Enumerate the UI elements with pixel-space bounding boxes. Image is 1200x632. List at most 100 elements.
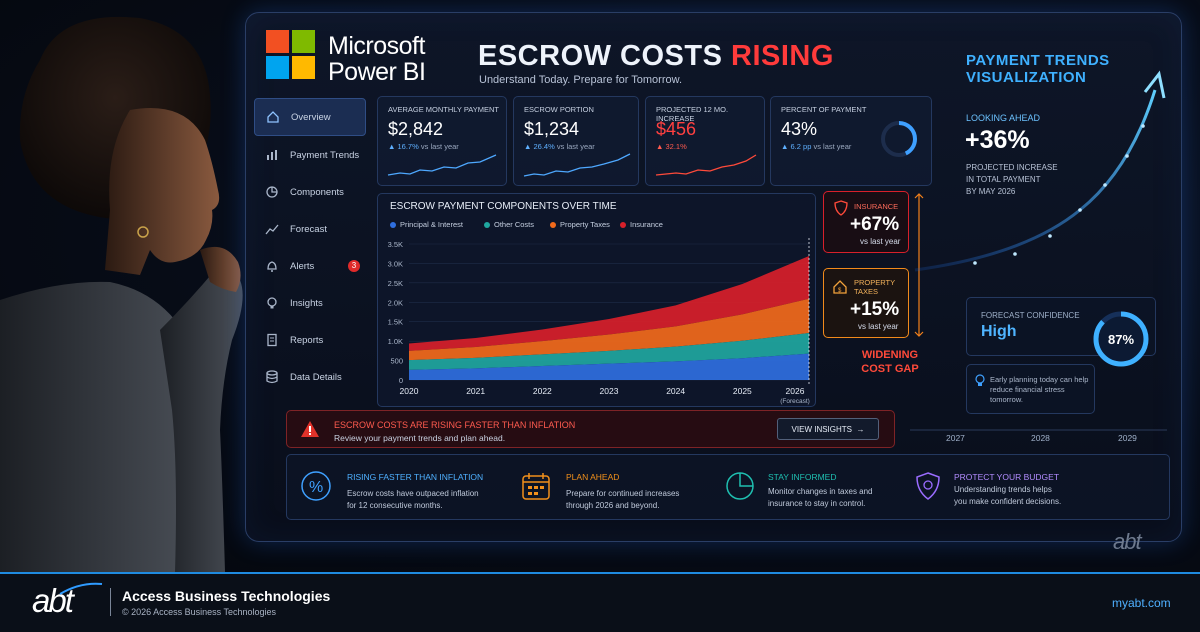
lightbulb-icon — [975, 374, 985, 386]
abt-watermark: abt — [1113, 529, 1142, 554]
home-icon — [265, 109, 281, 125]
percent-icon: % — [301, 471, 331, 501]
sidebar-item-label: Reports — [290, 334, 324, 346]
kpi-change: ▲ 32.1% — [656, 142, 687, 151]
website-link[interactable]: myabt.com — [1112, 596, 1171, 610]
area-series-insurance — [409, 256, 809, 351]
copyright-text: © 2026 Access Business Technologies — [122, 607, 277, 617]
sidebar-item-components[interactable]: Components — [254, 174, 366, 210]
x-tick-label: 2026 — [786, 386, 805, 396]
y-tick-label: 500 — [390, 357, 403, 366]
shield-icon — [916, 472, 940, 500]
insurance-callout: Insurance +67% vs last year — [823, 191, 909, 253]
kpi-value: $2,842 — [388, 119, 444, 139]
y-tick-label: 1.5K — [388, 318, 403, 327]
kpi-label: Percent of Payment — [781, 105, 867, 114]
callout-sub: vs last year — [860, 237, 901, 246]
sidebar-item-data-details[interactable]: Data Details — [254, 359, 366, 395]
house-icon: $ — [833, 280, 847, 294]
y-tick-label: 2.5K — [388, 279, 403, 288]
footer-bar — [0, 572, 1200, 632]
kpi-label: Projected 12 Mo. Increase — [656, 105, 729, 123]
looking-ahead-value: +36% — [965, 126, 1030, 154]
sidebar-item-label: Forecast — [290, 223, 327, 235]
kpi-change: ▲ 6.2 pp vs last year — [781, 142, 852, 151]
y-tick-label: 1.0K — [388, 337, 403, 346]
kpi-change: ▲ 26.4% vs last year — [524, 142, 595, 151]
kpi-card-projected-increase[interactable]: Projected 12 Mo. Increase $456 ▲ 32.1% — [645, 96, 765, 186]
lightbulb-icon — [264, 295, 280, 311]
kpi-label: Average Monthly Payment — [388, 105, 499, 114]
sidebar-item-reports[interactable]: Reports — [254, 322, 366, 358]
legend-item: Property Taxes — [550, 220, 610, 229]
tip-description: Escrow costs have outpaced inflation for … — [347, 489, 479, 510]
sidebar-item-alerts[interactable]: Alerts 3 — [254, 248, 366, 284]
alert-subtitle: Review your payment trends and plan ahea… — [334, 433, 506, 443]
forecast-note: (Forecast) — [780, 398, 810, 405]
kpi-sparkline — [523, 153, 631, 177]
tip-title: Plan Ahead — [566, 472, 620, 482]
year-label: 2027 — [946, 433, 965, 443]
area-series-other-costs — [409, 332, 809, 370]
inflation-alert-bar — [286, 410, 895, 448]
early-planning-text: Early planning today can help reduce fin… — [990, 375, 1089, 404]
x-tick-label: 2024 — [666, 386, 685, 396]
brand-powerbi: Power BI — [328, 58, 426, 86]
tip-title: Protect Your Budget — [954, 472, 1060, 482]
abt-logo: abt — [32, 582, 74, 619]
alert-count-badge: 3 — [348, 260, 360, 272]
kpi-card-avg-payment[interactable]: Average Monthly Payment $2,842 ▲ 16.7% v… — [377, 96, 507, 186]
kpi-label: Escrow Portion — [524, 105, 594, 114]
y-tick-label: 3.5K — [388, 240, 403, 249]
callout-value: +67% — [850, 214, 900, 235]
sidebar-item-label: Payment Trends — [290, 149, 360, 161]
callout-sub: vs last year — [858, 322, 899, 331]
year-label: 2029 — [1118, 433, 1137, 443]
woman-silhouette — [0, 16, 243, 572]
legend-item: Principal & Interest — [390, 220, 463, 229]
chart-title: Escrow Payment Components Over Time — [390, 201, 617, 212]
payment-trends-title: Payment Trends Visualization — [966, 52, 1110, 86]
y-tick-label: 2.0K — [388, 298, 403, 307]
early-planning-card — [966, 364, 1095, 414]
sidebar-item-forecast[interactable]: Forecast — [254, 211, 366, 247]
kpi-value: $1,234 — [524, 119, 580, 139]
callout-label: Property — [854, 278, 896, 287]
view-insights-button[interactable]: View Insights → — [777, 418, 879, 440]
area-series-principal-interest — [409, 353, 809, 380]
legend-item: Other Costs — [484, 220, 534, 229]
y-tick-label: 3.0K — [388, 259, 403, 268]
sidebar-item-insights[interactable]: Insights — [254, 285, 366, 321]
sidebar-item-label: Alerts — [290, 260, 315, 272]
forecast-confidence-label: Forecast Confidence — [981, 311, 1080, 320]
x-tick-label: 2025 — [733, 386, 752, 396]
tip-title: Stay Informed — [768, 472, 837, 482]
kpi-change: ▲ 16.7% vs last year — [388, 142, 459, 151]
kpi-card-escrow-portion[interactable]: Escrow Portion $1,234 ▲ 26.4% vs last ye… — [513, 96, 639, 186]
legend-item: Insurance — [620, 220, 663, 229]
kpi-value: $456 — [656, 119, 697, 139]
gap-bracket — [914, 193, 924, 337]
property-taxes-callout: $ Property Taxes +15% vs last year — [823, 268, 909, 338]
sidebar-item-label: Data Details — [290, 371, 342, 383]
svg-text:%: % — [309, 479, 323, 496]
sidebar-item-payment-trends[interactable]: Payment Trends — [254, 137, 366, 173]
callout-label: Insurance — [854, 202, 899, 211]
document-icon — [264, 332, 280, 348]
kpi-card-percent-of-payment[interactable]: Percent of Payment 43% ▲ 6.2 pp vs last … — [770, 96, 932, 186]
kpi-sparkline — [655, 154, 757, 176]
bar-chart-icon — [264, 147, 280, 163]
year-label: 2028 — [1031, 433, 1050, 443]
kpi-sparkline — [387, 154, 497, 176]
sidebar-item-overview[interactable]: Overview — [254, 98, 366, 136]
x-tick-label: 2020 — [400, 386, 419, 396]
microsoft-logo-icon — [266, 30, 316, 80]
brand-microsoft: Microsoft — [328, 32, 425, 60]
confidence-gauge: 87% — [1093, 311, 1149, 367]
svg-text:$: $ — [838, 288, 842, 294]
growth-curve-arrow — [910, 70, 1167, 431]
warning-icon — [301, 421, 319, 437]
tip-title: Rising Faster Than Inflation — [347, 472, 484, 482]
page-subtitle: Understand Today. Prepare for Tomorrow. — [479, 74, 682, 86]
callout-value: +15% — [850, 299, 900, 320]
